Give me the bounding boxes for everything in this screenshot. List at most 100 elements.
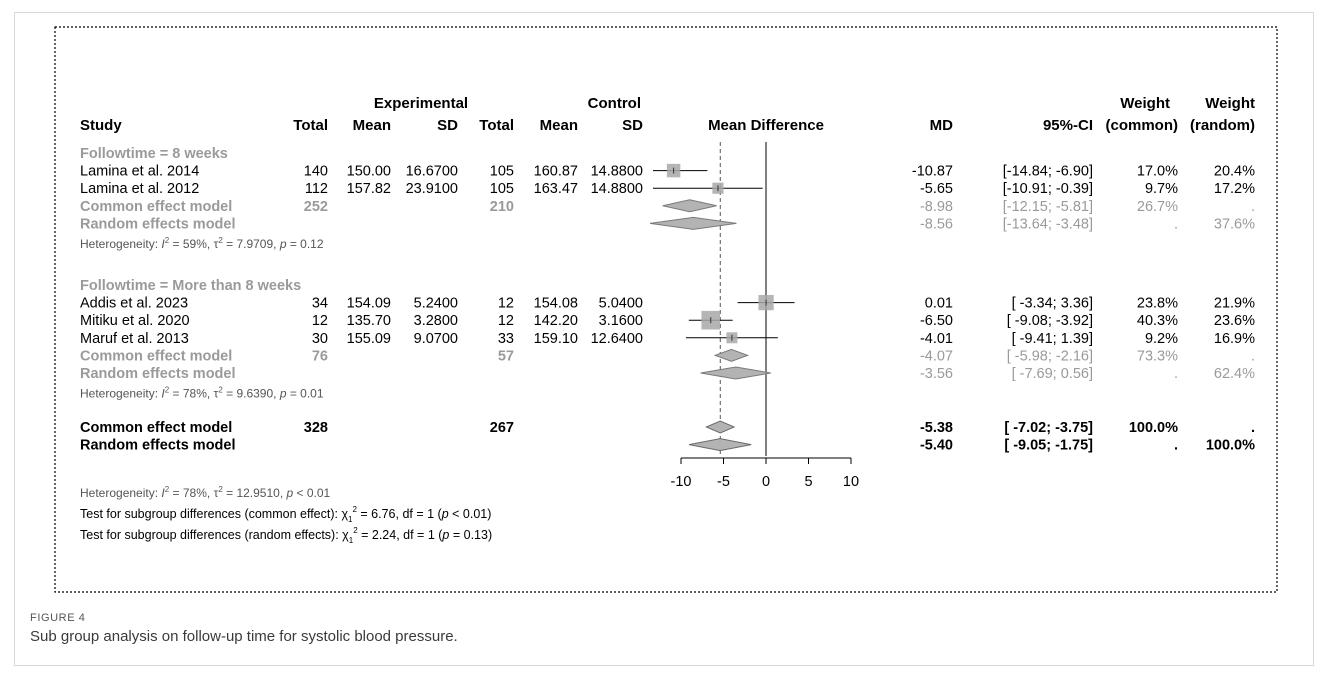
subgroup-common-model-md: -8.98 xyxy=(920,199,953,215)
test-subgroup-random: Test for subgroup differences (random ef… xyxy=(80,526,492,545)
exp-total: 140 xyxy=(304,164,328,180)
ctl-sd: 12.6400 xyxy=(591,331,643,347)
study-ci: [-14.84; -6.90] xyxy=(1003,164,1093,180)
subgroup-common-model-ctl-total: 210 xyxy=(490,199,514,215)
overall-common-model-md: -5.38 xyxy=(920,420,953,436)
overall-random-model-weight-common: . xyxy=(1174,438,1178,454)
study-ci: [ -9.41; 1.39] xyxy=(1012,331,1093,347)
ctl-total: 12 xyxy=(498,313,514,329)
ctl-total: 12 xyxy=(498,296,514,312)
header-weight-common: Weight xyxy=(1120,95,1170,112)
caption-text: Sub group analysis on follow-up time for… xyxy=(30,628,458,645)
study-name: Mitiku et al. 2020 xyxy=(80,313,190,329)
subgroup-random-model-label: Random effects model xyxy=(80,366,236,382)
subgroup-random-model-weight-common: . xyxy=(1174,366,1178,382)
overall-common-model-ci: [ -7.02; -3.75] xyxy=(1004,420,1093,436)
figure-caption: FIGURE 4 Sub group analysis on follow-up… xyxy=(30,612,1230,645)
exp-sd: 23.9100 xyxy=(406,181,458,197)
ctl-total: 105 xyxy=(490,164,514,180)
header-md: MD xyxy=(930,117,953,134)
subgroup-common-model-label: Common effect model xyxy=(80,348,232,364)
x-tick-label: 10 xyxy=(843,474,859,490)
subgroup-common-model-ci: [ -5.98; -2.16] xyxy=(1007,348,1093,364)
subgroup-common-model-md: -4.07 xyxy=(920,348,953,364)
x-tick-label: 0 xyxy=(762,474,770,490)
ctl-mean: 159.10 xyxy=(534,331,578,347)
ctl-sd: 3.1600 xyxy=(599,313,643,329)
header-weight-random: Weight xyxy=(1205,95,1255,112)
study-weight-common: 23.8% xyxy=(1137,296,1178,312)
overall-random-model-label: Random effects model xyxy=(80,438,236,454)
x-tick-label: -10 xyxy=(671,474,692,490)
header-exp-sd: SD xyxy=(437,117,458,134)
exp-mean: 157.82 xyxy=(347,181,391,197)
study-weight-common: 40.3% xyxy=(1137,313,1178,329)
exp-mean: 154.09 xyxy=(347,296,391,312)
study-name: Addis et al. 2023 xyxy=(80,296,188,312)
test-subgroup-common: Test for subgroup differences (common ef… xyxy=(80,505,491,524)
header-exp-total: Total xyxy=(293,117,328,134)
header-experimental: Experimental xyxy=(374,95,468,112)
pooled-effect-diamond xyxy=(705,420,736,434)
subgroup-common-model-exp-total: 76 xyxy=(312,348,328,364)
overall-random-model-ci: [ -9.05; -1.75] xyxy=(1004,438,1093,454)
exp-total: 112 xyxy=(305,181,328,197)
ctl-total: 33 xyxy=(498,331,514,347)
exp-mean: 155.09 xyxy=(347,331,391,347)
study-weight-random: 23.6% xyxy=(1214,313,1255,329)
overall-common-model-ctl-total: 267 xyxy=(490,420,514,436)
header-common: (common) xyxy=(1106,117,1179,134)
header-exp-mean: Mean xyxy=(353,117,391,134)
header-ci: 95%-CI xyxy=(1043,117,1093,134)
subgroup-label: Followtime = 8 weeks xyxy=(80,146,228,162)
exp-sd: 16.6700 xyxy=(406,164,458,180)
study-weight-random: 17.2% xyxy=(1214,181,1255,197)
header-random: (random) xyxy=(1190,117,1255,134)
plot-border xyxy=(54,26,1278,593)
ctl-sd: 14.8800 xyxy=(591,181,643,197)
study-name: Maruf et al. 2013 xyxy=(80,331,189,347)
study-weight-common: 9.7% xyxy=(1145,181,1178,197)
study-name: Lamina et al. 2012 xyxy=(80,181,199,197)
overall-common-model-weight-common: 100.0% xyxy=(1129,420,1178,436)
pooled-effect-diamond xyxy=(700,366,771,380)
header-mean-difference: Mean Difference xyxy=(708,117,824,134)
subgroup-random-model-weight-common: . xyxy=(1174,216,1178,232)
exp-sd: 3.2800 xyxy=(414,313,458,329)
study-md: 0.01 xyxy=(925,296,953,312)
exp-total: 34 xyxy=(312,296,328,312)
subgroup-random-model-weight-random: 37.6% xyxy=(1214,216,1255,232)
heterogeneity-text: Heterogeneity: I2 = 59%, τ2 = 7.9709, p … xyxy=(80,236,324,251)
subgroup-random-model-md: -3.56 xyxy=(920,366,953,382)
overall-common-model-label: Common effect model xyxy=(80,420,232,436)
study-md: -5.65 xyxy=(920,181,953,197)
ctl-mean: 154.08 xyxy=(534,296,578,312)
subgroup-common-model-weight-random: . xyxy=(1251,348,1255,364)
study-ci: [ -3.34; 3.36] xyxy=(1012,296,1093,312)
x-tick-label: 5 xyxy=(804,474,812,490)
caption-label: FIGURE 4 xyxy=(30,612,86,624)
study-md: -4.01 xyxy=(920,331,953,347)
exp-total: 30 xyxy=(312,331,328,347)
ctl-sd: 5.0400 xyxy=(599,296,643,312)
exp-total: 12 xyxy=(312,313,328,329)
ctl-mean: 163.47 xyxy=(534,181,578,197)
ctl-mean: 160.87 xyxy=(534,164,578,180)
subgroup-common-model-weight-common: 26.7% xyxy=(1137,199,1178,215)
header-ctl-sd: SD xyxy=(622,117,643,134)
study-weight-random: 20.4% xyxy=(1214,164,1255,180)
pooled-effect-diamond xyxy=(649,216,737,230)
study-weight-common: 9.2% xyxy=(1145,331,1178,347)
overall-common-model-weight-random: . xyxy=(1251,420,1255,436)
subgroup-random-model-weight-random: 62.4% xyxy=(1214,366,1255,382)
study-md: -6.50 xyxy=(920,313,953,329)
study-weight-random: 16.9% xyxy=(1214,331,1255,347)
overall-random-model-md: -5.40 xyxy=(920,438,953,454)
subgroup-common-model-ctl-total: 57 xyxy=(498,348,514,364)
study-ci: [-10.91; -0.39] xyxy=(1003,181,1093,197)
ctl-total: 105 xyxy=(490,181,514,197)
exp-sd: 9.0700 xyxy=(414,331,458,347)
subgroup-label: Followtime = More than 8 weeks xyxy=(80,278,301,294)
forest-plot: Experimental Control Weight Weight Study Tota… xyxy=(54,26,1278,593)
subgroup-common-model-weight-common: 73.3% xyxy=(1137,348,1178,364)
